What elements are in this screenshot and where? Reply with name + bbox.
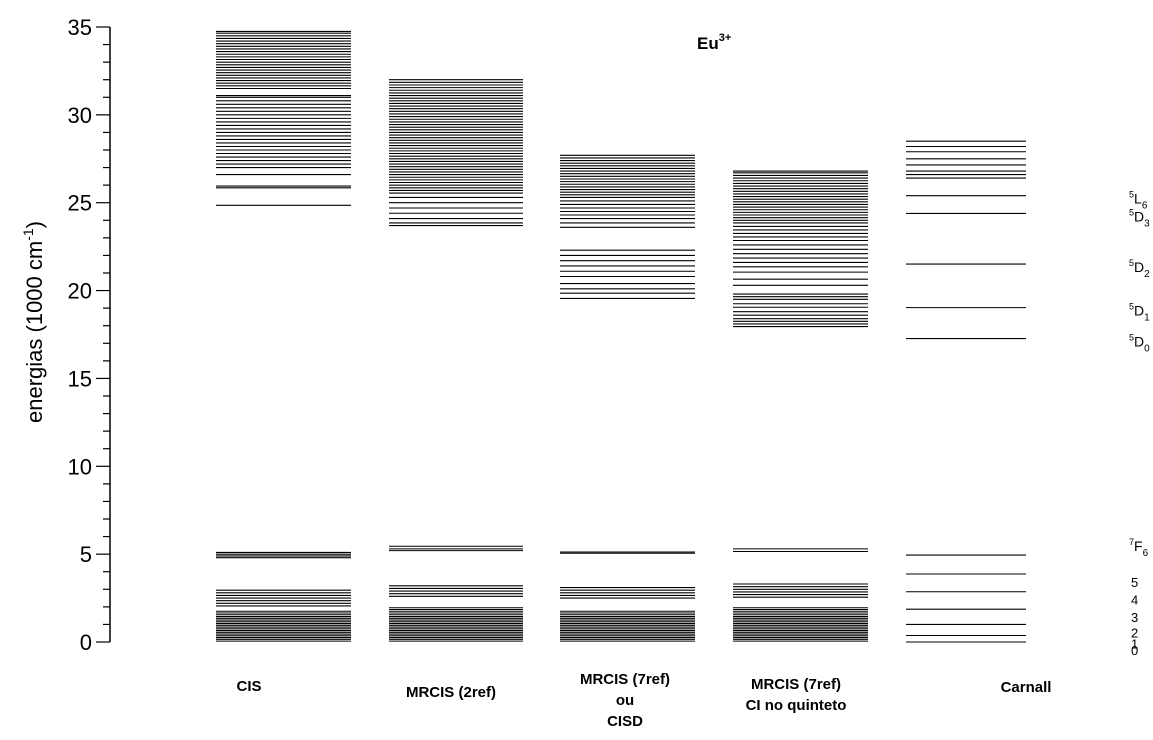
series-column <box>216 30 351 642</box>
y-tick-label: 15 <box>68 366 92 391</box>
f-level-j-label: 3 <box>1131 610 1138 625</box>
series-column <box>906 140 1026 643</box>
f-level-j-label: 0 <box>1131 643 1138 658</box>
column-label: CIS <box>236 678 261 695</box>
y-tick-label: 10 <box>68 454 92 479</box>
y-tick-label: 30 <box>68 103 92 128</box>
column-label: MRCIS (7ref) CI no quinteto <box>746 676 847 714</box>
series-column <box>389 79 523 642</box>
column-label: Carnall <box>1001 679 1052 696</box>
term-symbol-label: 7F6 <box>1129 537 1149 559</box>
column-labels: CIS MRCIS (2ref) MRCIS (7ref) ou CISD MRCIS (… <box>236 671 1051 730</box>
column-label: MRCIS (2ref) <box>406 684 496 701</box>
y-axis-label: energias (1000 cm-1) <box>20 221 47 423</box>
f-level-j-label: 5 <box>1131 575 1138 590</box>
y-tick-label: 35 <box>68 15 92 40</box>
f-level-j-label: 1 <box>1131 636 1138 651</box>
y-tick-label: 25 <box>68 191 92 216</box>
y-tick-label: 0 <box>80 630 92 655</box>
term-symbol-label: 5L6 <box>1129 190 1148 212</box>
f-level-j-label: 2 <box>1131 625 1138 640</box>
term-symbol-label: 5D2 <box>1129 258 1150 280</box>
y-tick-label: 5 <box>80 542 92 567</box>
series-column <box>560 154 695 642</box>
energy-levels <box>216 30 1026 643</box>
series-column <box>733 170 868 642</box>
term-symbol-label: 5D3 <box>1129 207 1150 229</box>
y-axis: 0 5 10 15 20 25 30 35 <box>68 15 111 655</box>
term-symbol-label: 5D0 <box>1129 333 1150 355</box>
y-tick-label: 20 <box>68 279 92 304</box>
f-level-j-label: 4 <box>1131 593 1138 608</box>
term-symbol-label: 5D1 <box>1129 302 1150 324</box>
column-label: MRCIS (7ref) ou CISD <box>580 671 670 730</box>
chart-title: Eu3+ <box>697 32 731 53</box>
